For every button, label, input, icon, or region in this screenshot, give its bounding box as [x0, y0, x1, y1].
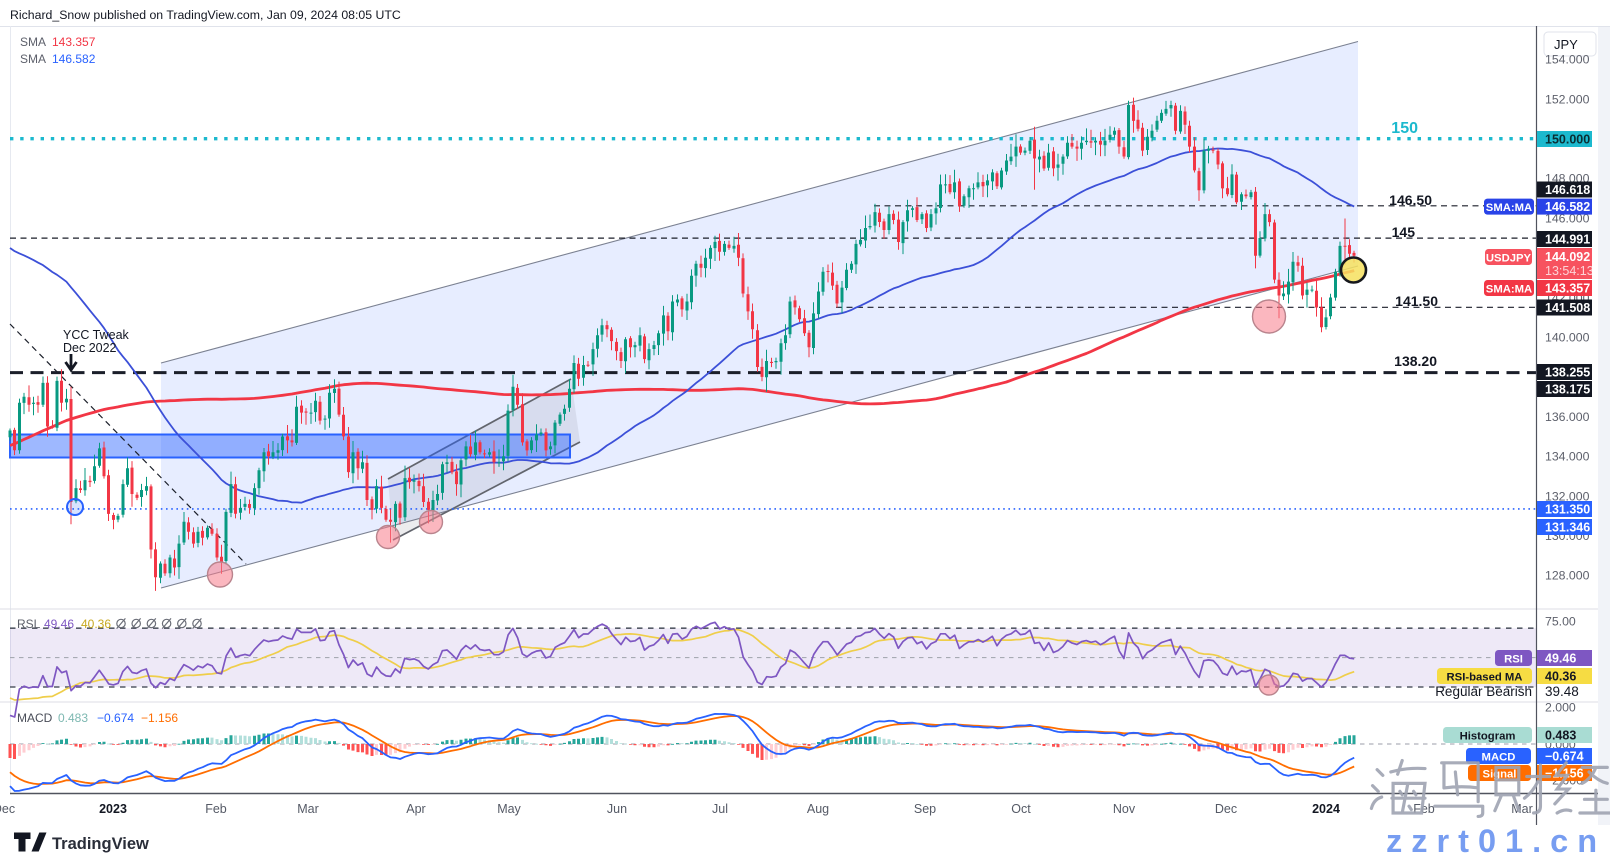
svg-text:−0.674: −0.674: [1545, 749, 1584, 763]
svg-text:75.00: 75.00: [1545, 614, 1576, 628]
svg-text:SMA:MA: SMA:MA: [1486, 283, 1532, 295]
svg-text:134.000: 134.000: [1545, 450, 1590, 464]
svg-text:143.357: 143.357: [52, 35, 96, 49]
svg-text:146.000: 146.000: [1545, 211, 1590, 225]
svg-text:Dec 2022: Dec 2022: [63, 341, 117, 355]
svg-text:0.483: 0.483: [1545, 728, 1576, 742]
svg-text:39.48: 39.48: [1545, 684, 1579, 699]
svg-text:YCC Tweak: YCC Tweak: [63, 328, 130, 342]
svg-text:136.000: 136.000: [1545, 410, 1590, 424]
svg-text:SMA: SMA: [20, 52, 46, 66]
svg-text:Richard_Snow published on Trad: Richard_Snow published on TradingView.co…: [10, 8, 401, 22]
svg-text:146.582: 146.582: [1545, 200, 1590, 214]
svg-text:Jun: Jun: [607, 802, 627, 816]
svg-text:−1.156: −1.156: [141, 711, 178, 725]
svg-text:0.483: 0.483: [58, 711, 88, 725]
svg-text:Nov: Nov: [1113, 802, 1136, 816]
svg-text:May: May: [497, 802, 521, 816]
svg-text:MACD: MACD: [17, 711, 53, 725]
svg-text:Regular Bearish: Regular Bearish: [1435, 684, 1532, 699]
svg-text:150.000: 150.000: [1545, 132, 1590, 146]
svg-text:Histogram: Histogram: [1460, 730, 1516, 742]
svg-text:138.255: 138.255: [1545, 365, 1590, 379]
svg-text:Aug: Aug: [807, 802, 829, 816]
svg-text:131.350: 131.350: [1545, 502, 1590, 516]
svg-text:146.582: 146.582: [52, 52, 96, 66]
svg-text:154.000: 154.000: [1545, 53, 1590, 67]
svg-text:Dec: Dec: [1215, 802, 1237, 816]
svg-text:−0.674: −0.674: [97, 711, 134, 725]
svg-text:zzrt01.cn: zzrt01.cn: [1386, 823, 1606, 857]
svg-text:Oct: Oct: [1011, 802, 1031, 816]
svg-text:JPY: JPY: [1554, 37, 1578, 52]
svg-text:Jul: Jul: [712, 802, 728, 816]
svg-text:131.346: 131.346: [1545, 520, 1590, 534]
svg-text:RSI-based MA: RSI-based MA: [1447, 671, 1523, 683]
svg-text:143.357: 143.357: [1545, 281, 1590, 295]
svg-text:146.618: 146.618: [1545, 183, 1590, 197]
svg-text:SMA: SMA: [20, 35, 46, 49]
svg-text:2023: 2023: [99, 802, 127, 816]
svg-text:138.20: 138.20: [1394, 353, 1437, 369]
svg-text:2024: 2024: [1312, 802, 1340, 816]
svg-text:128.000: 128.000: [1545, 569, 1590, 583]
svg-text:MACD: MACD: [1482, 751, 1516, 763]
svg-text:RSI: RSI: [1504, 653, 1523, 665]
svg-text:49.46: 49.46: [44, 617, 74, 631]
svg-text:RSL: RSL: [17, 617, 41, 631]
svg-text:146.50: 146.50: [1389, 192, 1432, 208]
svg-text:140.000: 140.000: [1545, 331, 1590, 345]
svg-text:150: 150: [1391, 120, 1418, 137]
svg-text:Mar: Mar: [297, 802, 319, 816]
svg-text:141.508: 141.508: [1545, 301, 1590, 315]
svg-text:Sep: Sep: [914, 802, 936, 816]
svg-text:Mar: Mar: [1511, 802, 1533, 816]
svg-text:TradingView: TradingView: [52, 835, 149, 853]
svg-text:138.175: 138.175: [1545, 382, 1590, 396]
svg-text:49.46: 49.46: [1545, 651, 1576, 665]
svg-text:144.092: 144.092: [1545, 250, 1590, 264]
svg-text:152.000: 152.000: [1545, 92, 1590, 106]
svg-text:SMA:MA: SMA:MA: [1486, 202, 1532, 214]
svg-text:Dec: Dec: [0, 802, 15, 816]
svg-text:141.50: 141.50: [1395, 293, 1438, 309]
svg-text:2.000: 2.000: [1545, 700, 1576, 714]
svg-text:132.000: 132.000: [1545, 489, 1590, 503]
svg-text:40.36: 40.36: [81, 617, 111, 631]
svg-text:Apr: Apr: [406, 802, 425, 816]
svg-text:Feb: Feb: [205, 802, 227, 816]
svg-text:13:54:13: 13:54:13: [1545, 264, 1594, 278]
svg-text:145: 145: [1392, 224, 1416, 240]
svg-text:USDJPY: USDJPY: [1486, 252, 1532, 264]
svg-text:40.36: 40.36: [1545, 669, 1576, 683]
svg-text:144.991: 144.991: [1545, 232, 1590, 246]
svg-text:Signal: Signal: [1483, 768, 1517, 780]
